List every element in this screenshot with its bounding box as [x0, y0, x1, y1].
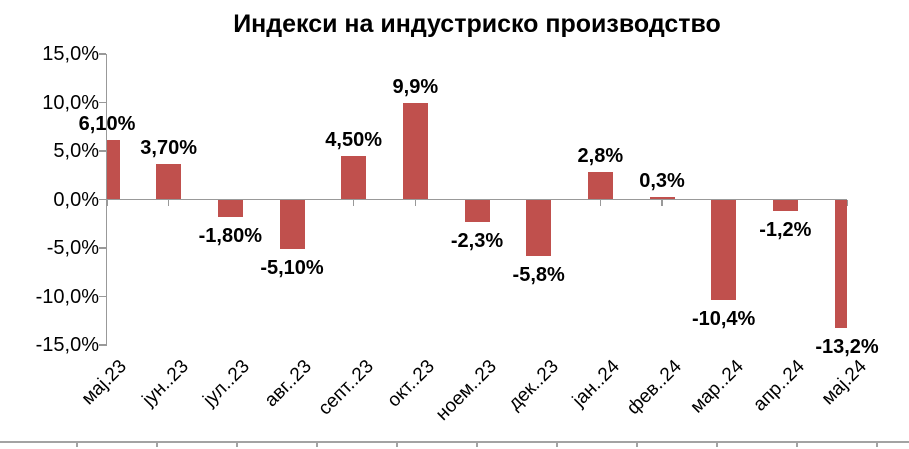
bottom-divider-tick-mark — [556, 442, 558, 447]
category-axis-tick-mark — [352, 200, 355, 206]
bar-јун..23[interactable] — [156, 163, 182, 200]
category-axis-tick-mark — [599, 200, 602, 206]
bottom-divider-tick-mark — [156, 442, 158, 447]
bottom-divider-tick-mark — [636, 442, 638, 447]
bottom-divider-tick-mark — [716, 442, 718, 447]
category-axis-tick-mark — [846, 200, 848, 206]
bar-value-label: 0,3% — [639, 169, 685, 192]
y-axis-tick-label: 5,0% — [53, 140, 99, 162]
bar-јан..24[interactable] — [587, 172, 613, 200]
y-axis-tick-mark — [98, 198, 106, 201]
plot-area — [107, 54, 847, 345]
bottom-divider-line — [0, 441, 909, 443]
bar-value-label: 2,8% — [577, 145, 624, 168]
bar-авг..23[interactable] — [279, 199, 305, 249]
bar-јул..23[interactable] — [217, 199, 243, 217]
y-axis-line — [105, 53, 107, 346]
bar-окт..23[interactable] — [402, 103, 428, 200]
bar-ноем..23[interactable] — [464, 199, 490, 222]
y-axis-tick-label: -5,0% — [46, 237, 99, 259]
chart-title: Индекси на индустриско производство — [233, 10, 721, 38]
bar-value-label: 9,9% — [392, 76, 439, 99]
category-axis-tick-mark — [167, 200, 170, 206]
bar-септ..23[interactable] — [341, 155, 367, 200]
y-axis-tick-mark — [98, 344, 106, 346]
bar-value-label: -5,10% — [260, 256, 324, 279]
bar-value-label: -10,4% — [691, 308, 756, 331]
y-axis-tick-label: 0,0% — [53, 188, 99, 211]
bottom-divider-tick-mark — [76, 442, 78, 447]
y-axis-tick-label: 10,0% — [42, 91, 99, 114]
bar-мај.24[interactable] — [834, 199, 847, 328]
bar-мар..24[interactable] — [711, 199, 737, 301]
bar-дек..23[interactable] — [526, 199, 552, 256]
category-axis-tick-mark — [661, 200, 663, 206]
bar-value-label: 4,50% — [325, 128, 383, 151]
category-axis-tick-mark — [414, 200, 417, 206]
bottom-divider-tick-mark — [476, 442, 478, 447]
bar-value-label: -13,2% — [815, 335, 879, 358]
y-axis-tick-label: 15,0% — [42, 43, 99, 65]
bar-value-label: -1,2% — [759, 219, 812, 242]
y-axis-tick-mark — [98, 101, 106, 104]
bottom-divider-tick-mark — [876, 442, 878, 447]
bar-value-label: 3,70% — [140, 136, 198, 159]
bar-value-label: -2,3% — [450, 229, 504, 252]
bottom-divider-tick-mark — [236, 442, 238, 447]
bar-фев..24[interactable] — [649, 196, 675, 200]
y-axis-tick-label: -15,0% — [35, 334, 99, 356]
y-axis-tick-label: -10,0% — [35, 285, 99, 308]
bottom-divider-tick-mark — [396, 442, 398, 447]
bottom-divider-tick-mark — [796, 442, 798, 447]
y-axis-tick-mark — [98, 295, 106, 298]
y-axis-tick-mark — [98, 53, 106, 55]
bar-апр..24[interactable] — [772, 199, 798, 212]
bar-value-label: -1,80% — [198, 224, 263, 247]
y-axis-tick-mark — [98, 150, 106, 152]
y-axis-tick-mark — [98, 247, 106, 249]
bottom-divider-tick-mark — [316, 442, 318, 447]
bar-value-label: -5,8% — [512, 263, 565, 286]
bar-value-label: 6,10% — [78, 113, 136, 136]
category-axis-tick-mark — [106, 200, 108, 206]
bar-мај.23[interactable] — [107, 140, 120, 200]
